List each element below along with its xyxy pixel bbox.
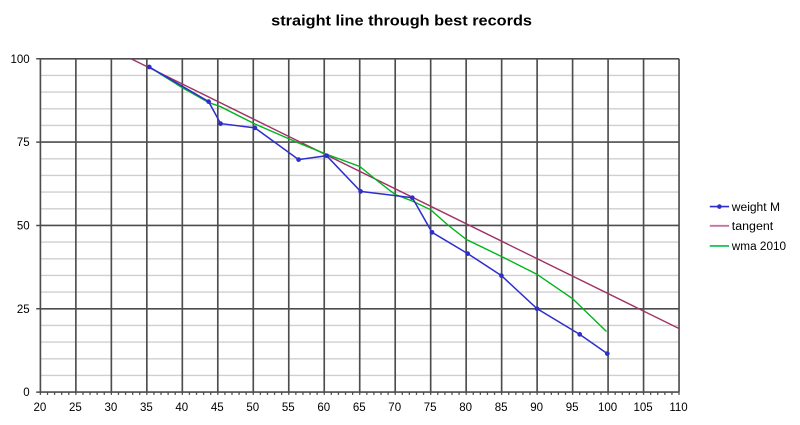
svg-text:tangent: tangent [732, 221, 774, 233]
svg-text:0: 0 [23, 387, 29, 399]
svg-text:75: 75 [424, 402, 437, 414]
svg-text:90: 90 [530, 402, 543, 414]
svg-text:weight M: weight M [731, 202, 780, 214]
svg-text:30: 30 [104, 402, 117, 414]
svg-text:80: 80 [459, 402, 472, 414]
svg-text:35: 35 [140, 402, 153, 414]
svg-text:straight line through best rec: straight line through best records [271, 14, 532, 30]
svg-text:25: 25 [69, 402, 82, 414]
svg-text:105: 105 [633, 402, 652, 414]
svg-text:65: 65 [353, 402, 366, 414]
svg-text:60: 60 [317, 402, 330, 414]
svg-text:100: 100 [598, 402, 617, 414]
svg-text:wma 2010: wma 2010 [731, 241, 786, 253]
svg-text:40: 40 [175, 402, 188, 414]
svg-text:70: 70 [388, 402, 401, 414]
svg-text:25: 25 [17, 304, 30, 316]
svg-text:50: 50 [246, 402, 259, 414]
svg-text:45: 45 [211, 402, 224, 414]
svg-text:85: 85 [495, 402, 508, 414]
svg-text:75: 75 [17, 137, 30, 149]
svg-text:20: 20 [34, 402, 47, 414]
svg-text:50: 50 [17, 221, 30, 233]
svg-text:110: 110 [669, 402, 687, 414]
svg-text:100: 100 [11, 54, 30, 66]
svg-text:95: 95 [566, 402, 579, 414]
svg-text:55: 55 [282, 402, 295, 414]
